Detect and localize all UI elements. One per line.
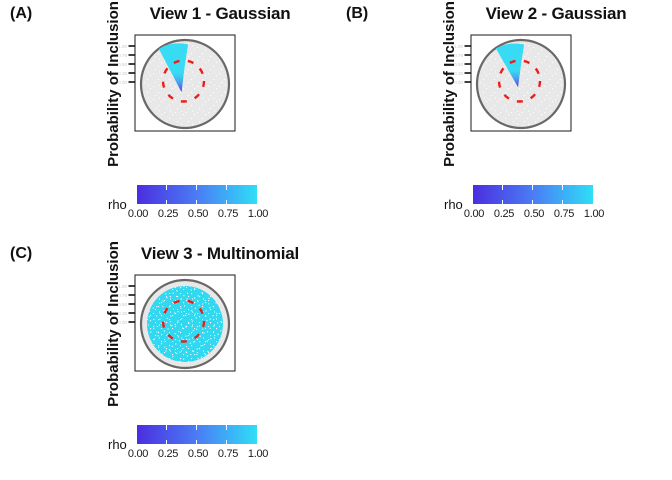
colorbar-tick-label: 0.75 [217,448,239,460]
colorbar-tick [501,199,504,204]
colorbar-tick-label: 0.25 [157,448,179,460]
axis-tick-label: 0.50 [118,302,127,307]
colorbar-tick-label: 0.50 [523,208,545,220]
axis-tick-label: 0.50 [118,62,127,67]
axis-tick-label: 0.25 [118,71,127,76]
axis-tick-label: 1.00 [118,284,127,289]
axis-ticks [128,285,135,323]
colorbar-tick [561,185,564,190]
colorbar-tick-label: 0.00 [463,208,485,220]
colorbar-tick [531,199,534,204]
colorbar-tick [165,425,168,430]
axis-tick-label: 0.75 [118,53,127,58]
colorbar-tick [165,185,168,190]
panel-c: (C) View 3 - Multinomial Probability of … [0,240,336,480]
colorbar-title: rho [444,197,463,212]
colorbar-tick-label: 0.00 [127,208,149,220]
colorbar-tick-label: 0.25 [157,208,179,220]
axis-tick-label: 0.00 [118,80,127,85]
colorbar-tick [195,425,198,430]
reference-circle [161,299,206,343]
colorbar-tick [225,439,228,444]
colorbar-tick-label: 0.75 [217,208,239,220]
panel-b: (B) View 2 - Gaussian Probability of Inc… [336,0,672,240]
panel-label: (B) [346,5,369,22]
colorbar-tick [195,199,198,204]
polar-plot: 1.00 0.75 0.50 0.25 0.00 [118,274,236,372]
colorbar-tick [195,185,198,190]
axis-tick-label: 1.00 [118,44,127,49]
colorbar-tick [165,439,168,444]
polar-plot: 1.00 0.75 0.50 0.25 0.00 [118,34,236,132]
disc-texture [143,42,227,126]
axis-tick-label: 0.50 [454,62,463,67]
colorbar [473,185,593,204]
plot-title: View 3 - Multinomial [140,244,300,263]
colorbar-tick [165,199,168,204]
axis-tick-label: 0.00 [454,80,463,85]
colorbar-tick-label: 0.50 [187,448,209,460]
plot-title: View 1 - Gaussian [149,4,291,23]
colorbar-title: rho [108,197,127,212]
colorbar-tick-label: 0.00 [127,448,149,460]
plot-title: View 2 - Gaussian [485,4,627,23]
colorbar-tick-label: 1.00 [583,208,605,220]
axis-tick-labels: 1.00 0.75 0.50 0.25 0.00 [454,44,463,85]
disc-texture [479,42,563,126]
axis-ticks [128,45,135,83]
panel-label: (C) [10,245,33,262]
colorbar-tick-label: 0.75 [553,208,575,220]
colorbar-tick [225,185,228,190]
reference-circle [161,59,206,103]
axis-ticks [464,45,471,83]
axis-tick-label: 0.25 [118,311,127,316]
axis-tick-labels: 1.00 0.75 0.50 0.25 0.00 [118,284,127,325]
axis-tick-labels: 1.00 0.75 0.50 0.25 0.00 [118,44,127,85]
axis-tick-label: 0.25 [454,71,463,76]
panel-label: (A) [10,5,33,22]
colorbar-tick [531,185,534,190]
axis-tick-label: 0.75 [454,53,463,58]
colorbar-tick [561,199,564,204]
colorbar-title: rho [108,437,127,452]
colorbar-tick-label: 0.50 [187,208,209,220]
colorbar-tick [195,439,198,444]
disc-texture [147,286,223,362]
polar-plot: 1.00 0.75 0.50 0.25 0.00 [454,34,572,132]
axis-tick-label: 0.75 [118,293,127,298]
colorbar [137,425,257,444]
panel-a: (A) View 1 - Gaussian Probability of Inc… [0,0,336,240]
axis-tick-label: 1.00 [454,44,463,49]
colorbar-tick-label: 1.00 [247,448,269,460]
colorbar-tick-labels: 0.00 0.25 0.50 0.75 1.00 [459,208,609,220]
colorbar-tick [501,185,504,190]
colorbar-tick [225,199,228,204]
reference-circle [497,59,542,103]
colorbar [137,185,257,204]
colorbar-tick-label: 1.00 [247,208,269,220]
colorbar-tick [225,425,228,430]
axis-tick-label: 0.00 [118,320,127,325]
colorbar-tick-labels: 0.00 0.25 0.50 0.75 1.00 [123,448,273,460]
colorbar-tick-labels: 0.00 0.25 0.50 0.75 1.00 [123,208,273,220]
colorbar-tick-label: 0.25 [493,208,515,220]
